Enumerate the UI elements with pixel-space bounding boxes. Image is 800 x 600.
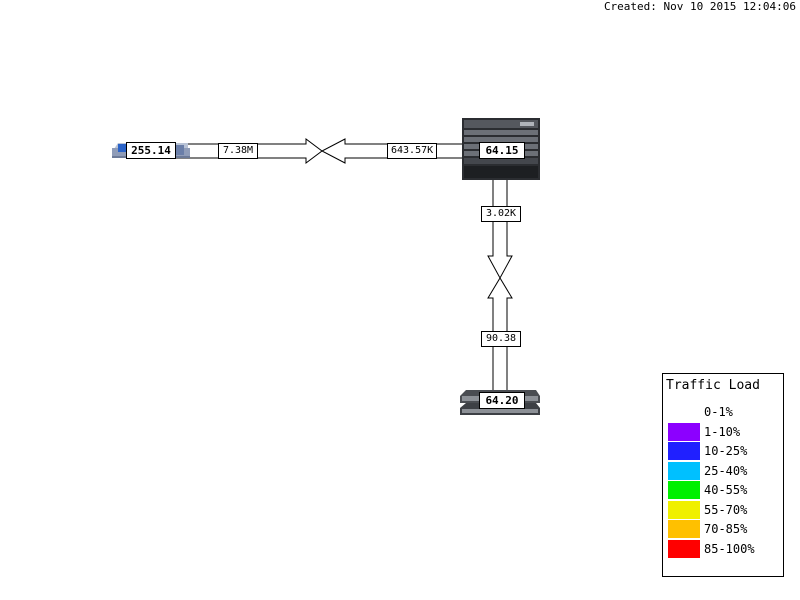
- traffic-load-legend: Traffic Load 0-1% 1-10% 10-25% 25-40% 40-55%…: [662, 373, 784, 577]
- legend-swatch: [668, 520, 700, 538]
- link-label-left-outbound[interactable]: 7.38M: [218, 143, 258, 159]
- legend-item-label: 40-55%: [704, 483, 747, 497]
- legend-item-label: 0-1%: [704, 405, 733, 419]
- legend-swatch: [668, 442, 700, 460]
- legend-title: Traffic Load: [666, 378, 760, 393]
- link-label-right-outbound[interactable]: 643.57K: [387, 143, 437, 159]
- legend-swatch: [668, 481, 700, 499]
- legend-swatch: [668, 423, 700, 441]
- node-label-bottom-device[interactable]: 64.20: [479, 392, 525, 409]
- legend-item-label: 10-25%: [704, 444, 747, 458]
- legend-swatch: [668, 540, 700, 558]
- legend-item-label: 25-40%: [704, 464, 747, 478]
- legend-swatch: [668, 501, 700, 519]
- legend-swatch: [668, 403, 700, 421]
- legend-item-label: 85-100%: [704, 542, 755, 556]
- created-timestamp: Created: Nov 10 2015 12:04:06: [604, 0, 796, 13]
- legend-item-label: 55-70%: [704, 503, 747, 517]
- legend-item-label: 1-10%: [704, 425, 740, 439]
- legend-swatch: [668, 462, 700, 480]
- legend-item-label: 70-85%: [704, 522, 747, 536]
- node-label-left-device[interactable]: 255.14: [126, 142, 176, 159]
- link-label-bottom-outbound[interactable]: 90.38: [481, 331, 521, 347]
- link-label-top-outbound[interactable]: 3.02K: [481, 206, 521, 222]
- node-label-top-right-device[interactable]: 64.15: [479, 142, 525, 159]
